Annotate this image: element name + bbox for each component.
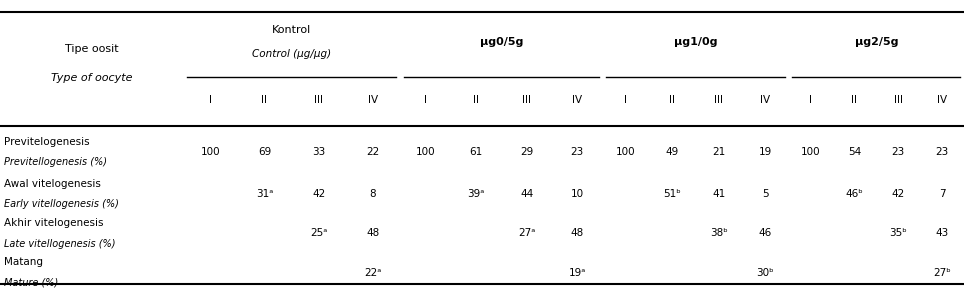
Text: IV: IV [761,95,770,105]
Text: III: III [714,95,723,105]
Text: II: II [261,95,267,105]
Text: Early vitellogenesis (%): Early vitellogenesis (%) [4,200,119,209]
Text: 19ᵃ: 19ᵃ [569,268,586,278]
Text: 23: 23 [935,147,949,157]
Text: III: III [314,95,323,105]
Text: μg2/5g: μg2/5g [854,37,898,47]
Text: 42: 42 [892,189,905,199]
Text: I: I [424,95,427,105]
Text: II: II [669,95,675,105]
Text: 22: 22 [366,147,380,157]
Text: Previtelogenesis: Previtelogenesis [4,137,90,147]
Text: 100: 100 [616,147,635,157]
Text: 44: 44 [520,189,533,199]
Text: Control (μg/μg): Control (μg/μg) [252,49,332,59]
Text: II: II [473,95,479,105]
Text: IV: IV [572,95,582,105]
Text: I: I [625,95,628,105]
Text: Mature (%): Mature (%) [4,278,58,288]
Text: Awal vitelogenesis: Awal vitelogenesis [4,179,100,189]
Text: III: III [522,95,531,105]
Text: 42: 42 [312,189,325,199]
Text: 43: 43 [935,229,949,238]
Text: Previtellogenesis (%): Previtellogenesis (%) [4,157,107,167]
Text: 8: 8 [369,189,376,199]
Text: 39ᵃ: 39ᵃ [468,189,485,199]
Text: Type of oocyte: Type of oocyte [51,73,132,83]
Text: II: II [851,95,857,105]
Text: 46: 46 [759,229,772,238]
Text: 35ᵇ: 35ᵇ [890,229,907,238]
Text: 5: 5 [762,189,768,199]
Text: 100: 100 [801,147,820,157]
Text: 100: 100 [415,147,435,157]
Text: 23: 23 [892,147,905,157]
Text: 27ᵃ: 27ᵃ [518,229,535,238]
Text: 21: 21 [712,147,725,157]
Text: 31ᵃ: 31ᵃ [255,189,273,199]
Text: IV: IV [937,95,948,105]
Text: 22ᵃ: 22ᵃ [364,268,382,278]
Text: 46ᵇ: 46ᵇ [845,189,863,199]
Text: I: I [209,95,212,105]
Text: 69: 69 [258,147,271,157]
Text: 10: 10 [571,189,584,199]
Text: Kontrol: Kontrol [272,26,311,35]
Text: μg0/5g: μg0/5g [480,37,522,47]
Text: 38ᵇ: 38ᵇ [710,229,728,238]
Text: 23: 23 [571,147,584,157]
Text: 29: 29 [520,147,533,157]
Text: 48: 48 [366,229,380,238]
Text: 61: 61 [469,147,483,157]
Text: 33: 33 [312,147,325,157]
Text: IV: IV [368,95,378,105]
Text: Akhir vitelogenesis: Akhir vitelogenesis [4,218,103,228]
Text: 54: 54 [847,147,861,157]
Text: μg1/0g: μg1/0g [674,37,717,47]
Text: 25ᵃ: 25ᵃ [310,229,328,238]
Text: 41: 41 [712,189,725,199]
Text: 19: 19 [759,147,772,157]
Text: 100: 100 [201,147,220,157]
Text: Tipe oosit: Tipe oosit [65,44,119,54]
Text: 30ᵇ: 30ᵇ [757,268,774,278]
Text: 27ᵇ: 27ᵇ [933,268,951,278]
Text: Matang: Matang [4,258,42,267]
Text: 49: 49 [666,147,679,157]
Text: 48: 48 [571,229,584,238]
Text: Late vitellogenesis (%): Late vitellogenesis (%) [4,239,116,249]
Text: 51ᵇ: 51ᵇ [663,189,682,199]
Text: 7: 7 [939,189,946,199]
Text: I: I [809,95,812,105]
Text: III: III [894,95,902,105]
